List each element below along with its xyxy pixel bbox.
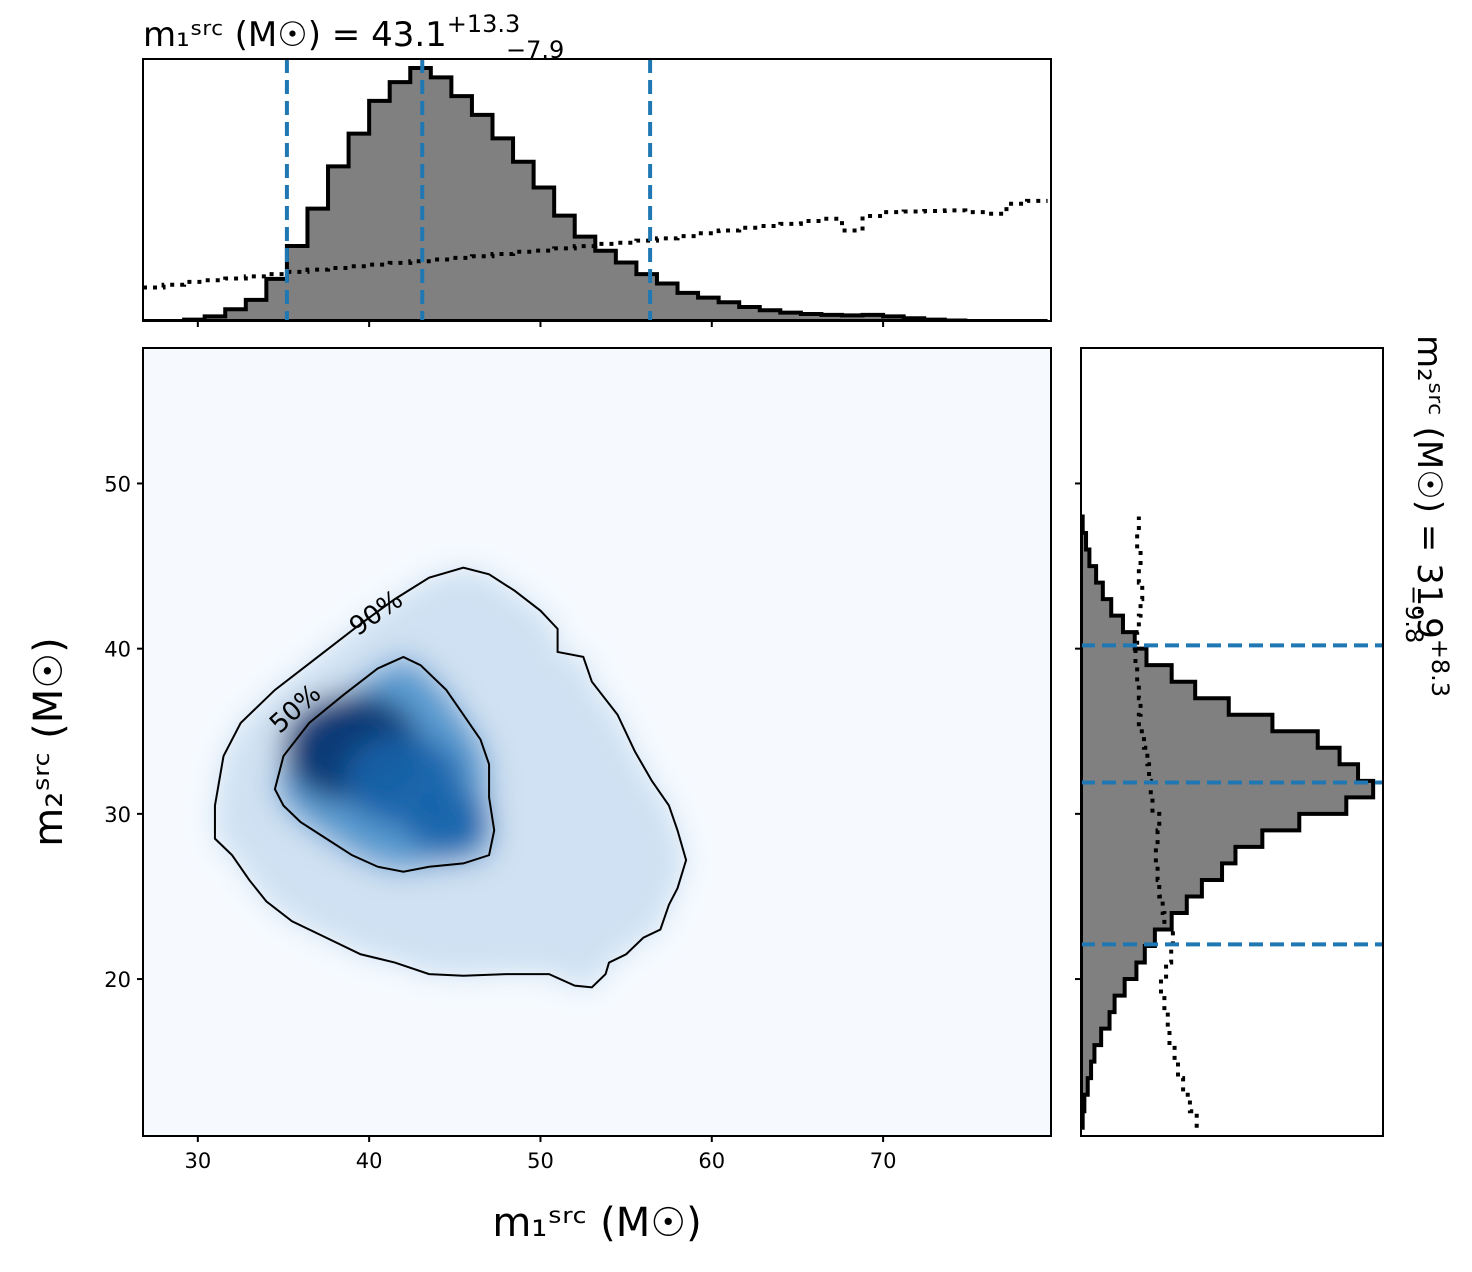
x-tick-label: 30 xyxy=(184,1149,211,1173)
m2-title-value: 31.9 xyxy=(1409,563,1449,639)
x-tick-label: 40 xyxy=(356,1149,383,1173)
density-peak xyxy=(404,789,489,856)
m1-title-prefix: m₁ˢʳᶜ (M☉) = xyxy=(143,15,371,55)
joint-ticks: 30 40 50 60 70 20 30 40 50 xyxy=(104,472,896,1173)
m1-posterior-histogram xyxy=(143,66,1048,321)
m1-marginal-title: m₁ˢʳᶜ (M☉) = 43.1+13.3 −7.9 xyxy=(143,10,564,64)
m2-histogram-layer xyxy=(1081,514,1383,1130)
m1-title-lower: −7.9 xyxy=(506,36,564,64)
density-blur-group xyxy=(214,567,687,988)
contour-50-percent xyxy=(273,655,496,873)
contour-90-percent xyxy=(213,566,688,989)
m1-marginal-frame xyxy=(142,58,1052,322)
m2-marginal-frame xyxy=(1080,347,1384,1137)
m2-marginal-title: m₂ˢʳᶜ (M☉) = 31.9+8.3−9.8 xyxy=(1400,335,1454,697)
m2-title-lower: −9.8 xyxy=(1400,585,1428,643)
x-tick-label: 50 xyxy=(527,1149,554,1173)
x-axis-label: m₁ˢʳᶜ (M☉) xyxy=(492,1200,701,1246)
m2-title-upper: +8.3 xyxy=(1426,639,1454,697)
m2-marginal-ticks xyxy=(1075,482,1081,981)
m1-title-upper: +13.3 xyxy=(447,10,521,38)
y-tick-label: 40 xyxy=(104,638,131,662)
joint-frame xyxy=(142,347,1052,1137)
y-tick-label: 20 xyxy=(104,968,131,992)
x-tick-label: 70 xyxy=(870,1149,897,1173)
m2-prior-histogram xyxy=(1133,516,1199,1128)
m1-histogram-layer xyxy=(143,59,1048,321)
m2-title-prefix: m₂ˢʳᶜ (M☉) = xyxy=(1409,335,1449,563)
m1-marginal-panel: m₁ˢʳᶜ (M☉) = 43.1+13.3 −7.9 xyxy=(142,10,1052,327)
joint-density-layer xyxy=(214,567,687,988)
m1-marginal-ticks xyxy=(196,321,885,327)
y-axis-label: m₂ˢʳᶜ (M☉) xyxy=(26,637,72,846)
y-tick-label: 50 xyxy=(104,472,131,496)
y-tick-label: 30 xyxy=(104,803,131,827)
m2-marginal-panel: m₂ˢʳᶜ (M☉) = 31.9+8.3−9.8 xyxy=(1075,335,1454,1137)
m2-posterior-histogram xyxy=(1081,514,1376,1130)
m1-title-value: 43.1 xyxy=(371,15,447,55)
x-tick-label: 60 xyxy=(698,1149,725,1173)
